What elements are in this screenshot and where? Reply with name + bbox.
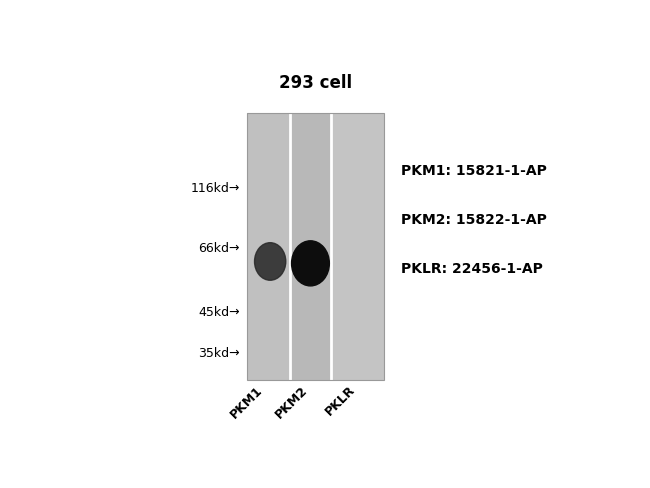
Bar [248,113,291,380]
Bar [331,113,384,380]
Text: PKM2: PKM2 [273,384,311,421]
Text: PKM2: 15822-1-AP: PKM2: 15822-1-AP [401,213,547,227]
Text: 45kd→: 45kd→ [198,305,240,319]
Ellipse shape [255,243,286,280]
Text: 35kd→: 35kd→ [198,347,240,360]
Text: PKLR: PKLR [322,384,358,419]
Text: PKM1: 15821-1-AP: PKM1: 15821-1-AP [401,164,547,178]
Text: PKM1: PKM1 [227,384,265,421]
Text: 293 cell: 293 cell [279,74,352,92]
Bar [248,113,384,380]
Ellipse shape [292,241,330,286]
Text: 116kd→: 116kd→ [190,182,240,195]
Bar [291,113,331,380]
Text: 66kd→: 66kd→ [198,242,240,255]
Text: PKLR: 22456-1-AP: PKLR: 22456-1-AP [401,262,543,276]
